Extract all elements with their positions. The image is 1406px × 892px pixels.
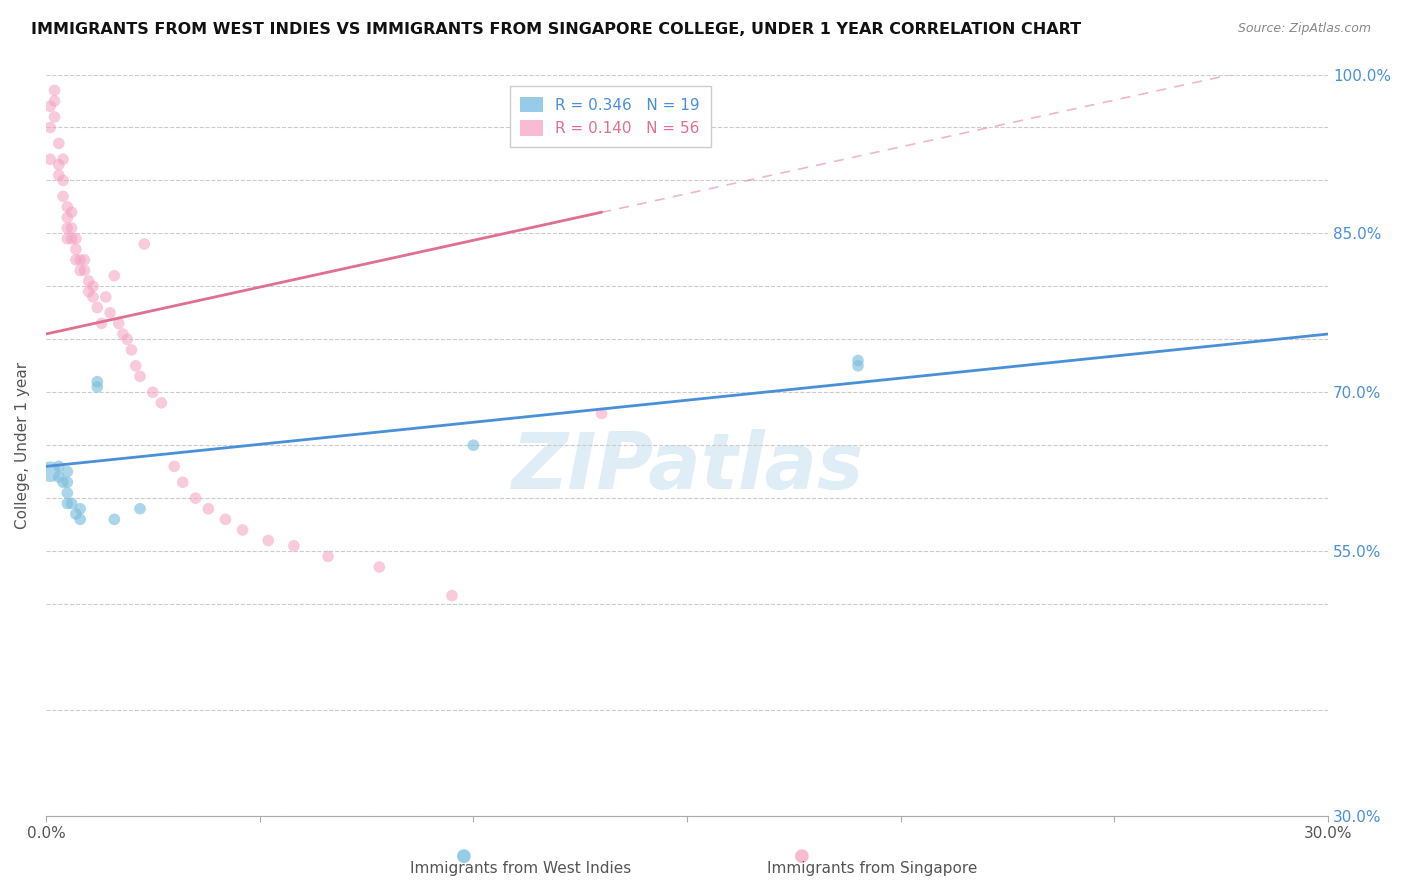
- Point: [107, 317, 129, 331]
- Point: [52, 475, 75, 490]
- Point: [77, 285, 100, 299]
- Point: [52, 189, 75, 203]
- Point: [48, 157, 70, 171]
- Point: [86, 301, 108, 315]
- Point: [103, 512, 125, 526]
- Point: [197, 501, 219, 516]
- Text: ●: ●: [793, 847, 810, 865]
- Point: [56, 496, 79, 510]
- Point: [98, 306, 121, 320]
- Point: [60, 221, 83, 235]
- Point: [316, 549, 339, 564]
- Point: [463, 438, 485, 452]
- Point: [111, 326, 134, 341]
- Point: [44, 94, 66, 108]
- Point: [65, 252, 87, 267]
- Point: [103, 268, 125, 283]
- Point: [120, 343, 142, 357]
- Point: [150, 396, 173, 410]
- Text: ZIPatlas: ZIPatlas: [510, 429, 863, 506]
- Point: [39, 120, 62, 135]
- Point: [56, 200, 79, 214]
- Point: [56, 475, 79, 490]
- Point: [368, 560, 391, 574]
- Point: [86, 375, 108, 389]
- Point: [60, 232, 83, 246]
- Point: [94, 290, 117, 304]
- Text: Immigrants from West Indies: Immigrants from West Indies: [409, 861, 631, 876]
- Point: [48, 136, 70, 151]
- Point: [44, 83, 66, 97]
- Point: [65, 242, 87, 256]
- Point: [65, 507, 87, 521]
- Point: [214, 512, 236, 526]
- Point: [134, 237, 156, 252]
- Point: [48, 470, 70, 484]
- Point: [52, 173, 75, 187]
- Point: [56, 486, 79, 500]
- Point: [77, 274, 100, 288]
- Point: [73, 252, 96, 267]
- Point: [115, 332, 138, 346]
- Point: [48, 168, 70, 182]
- Point: [846, 353, 869, 368]
- Point: [60, 496, 83, 510]
- Point: [846, 359, 869, 373]
- Point: [232, 523, 254, 537]
- Y-axis label: College, Under 1 year: College, Under 1 year: [15, 361, 30, 529]
- Point: [52, 153, 75, 167]
- Point: [82, 290, 104, 304]
- Point: [39, 465, 62, 479]
- Point: [56, 211, 79, 225]
- Point: [129, 501, 152, 516]
- Point: [163, 459, 186, 474]
- Point: [90, 317, 112, 331]
- Point: [56, 232, 79, 246]
- Legend: R = 0.346   N = 19, R = 0.140   N = 56: R = 0.346 N = 19, R = 0.140 N = 56: [509, 86, 710, 147]
- Point: [591, 406, 613, 420]
- Point: [440, 589, 463, 603]
- Point: [39, 153, 62, 167]
- Point: [172, 475, 194, 490]
- Point: [283, 539, 305, 553]
- Point: [39, 99, 62, 113]
- Text: Source: ZipAtlas.com: Source: ZipAtlas.com: [1237, 22, 1371, 36]
- Point: [69, 263, 91, 277]
- Point: [142, 385, 165, 400]
- Point: [73, 263, 96, 277]
- Point: [60, 205, 83, 219]
- Point: [56, 221, 79, 235]
- Point: [44, 110, 66, 124]
- Point: [69, 512, 91, 526]
- Point: [86, 380, 108, 394]
- Text: ●: ●: [456, 847, 472, 865]
- Point: [257, 533, 280, 548]
- Point: [56, 465, 79, 479]
- Point: [82, 279, 104, 293]
- Point: [69, 501, 91, 516]
- Point: [48, 459, 70, 474]
- Point: [125, 359, 148, 373]
- Point: [184, 491, 207, 505]
- Text: Immigrants from Singapore: Immigrants from Singapore: [766, 861, 977, 876]
- Point: [69, 252, 91, 267]
- Point: [65, 232, 87, 246]
- Point: [129, 369, 152, 384]
- Text: IMMIGRANTS FROM WEST INDIES VS IMMIGRANTS FROM SINGAPORE COLLEGE, UNDER 1 YEAR C: IMMIGRANTS FROM WEST INDIES VS IMMIGRANT…: [31, 22, 1081, 37]
